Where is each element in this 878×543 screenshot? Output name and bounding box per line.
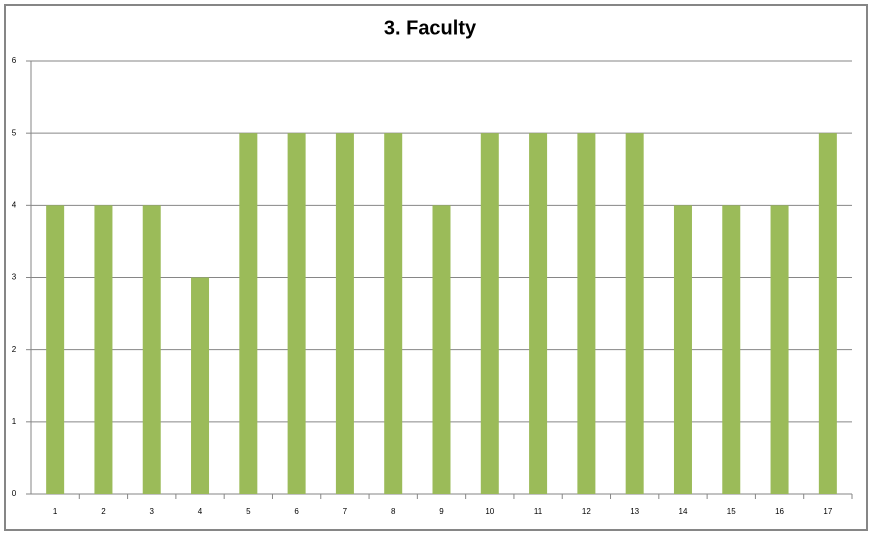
x-tick-label: 9 [439, 507, 444, 516]
x-tick-label: 7 [343, 507, 348, 516]
bar [384, 133, 403, 494]
x-tick-label: 2 [101, 507, 106, 516]
bar [480, 133, 499, 494]
y-tick-label: 4 [12, 200, 17, 209]
bar [142, 205, 161, 495]
x-tick-label: 4 [198, 507, 203, 516]
bar [46, 205, 65, 495]
y-tick-label: 1 [12, 417, 17, 426]
y-tick-label: 6 [12, 56, 17, 65]
x-tick-label: 5 [246, 507, 251, 516]
bar [191, 277, 210, 494]
y-tick-label: 0 [12, 489, 17, 498]
y-tick-label: 5 [12, 128, 17, 137]
bar [673, 205, 692, 495]
bar [239, 133, 258, 494]
x-tick-label: 10 [485, 507, 494, 516]
y-tick-label: 2 [12, 345, 17, 354]
bar [287, 133, 306, 494]
y-tick-label: 3 [12, 273, 17, 282]
x-tick-label: 6 [294, 507, 299, 516]
chart-title: 3. Faculty [384, 17, 477, 39]
bar [94, 205, 113, 495]
bar [529, 133, 548, 494]
bar [770, 205, 789, 495]
bar [818, 133, 837, 494]
x-tick-label: 17 [823, 507, 832, 516]
bar [722, 205, 741, 495]
x-tick-label: 15 [727, 507, 736, 516]
bar [432, 205, 451, 495]
bar [625, 133, 644, 494]
x-tick-label: 14 [679, 507, 688, 516]
x-tick-label: 16 [775, 507, 784, 516]
x-tick-label: 8 [391, 507, 396, 516]
x-tick-label: 1 [53, 507, 58, 516]
x-tick-label: 3 [150, 507, 155, 516]
x-tick-label: 12 [582, 507, 591, 516]
x-tick-label: 11 [534, 507, 543, 516]
bar [335, 133, 354, 494]
x-tick-label: 13 [630, 507, 639, 516]
bar [577, 133, 596, 494]
